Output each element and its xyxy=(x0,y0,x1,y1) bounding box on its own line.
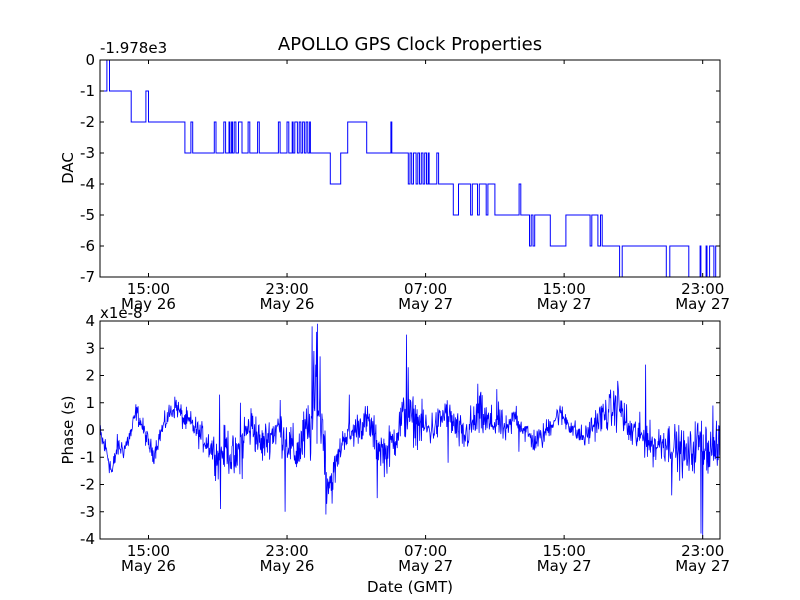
dac-xtick-time: 15:00 xyxy=(543,280,586,298)
dac-xtick-date: May 27 xyxy=(675,295,730,313)
dac-ytick-label: -4 xyxy=(80,175,95,193)
dac-xtick-time: 23:00 xyxy=(265,280,308,298)
dac-xtick-date: May 27 xyxy=(537,295,592,313)
phase-xtick-date: May 26 xyxy=(260,557,315,575)
phase-xtick-time: 15:00 xyxy=(127,542,170,560)
dac-series-line xyxy=(100,60,720,277)
dac-xtick-date: May 26 xyxy=(121,295,176,313)
dac-ytick-label: 0 xyxy=(85,51,95,69)
dac-ytick-label: -1 xyxy=(80,82,95,100)
dac-offset-label: -1.978e3 xyxy=(100,39,167,57)
phase-ytick-label: -4 xyxy=(80,530,95,548)
dac-xtick-time: 07:00 xyxy=(404,280,447,298)
dac-ylabel: DAC xyxy=(59,152,77,184)
phase-xtick-time: 07:00 xyxy=(404,542,447,560)
phase-xtick-date: May 27 xyxy=(675,557,730,575)
phase-series-line xyxy=(100,323,720,539)
phase-ytick-label: 1 xyxy=(85,394,95,412)
phase-ylabel: Phase (s) xyxy=(59,395,77,464)
dac-xtick-time: 15:00 xyxy=(127,280,170,298)
phase-ytick-label: 4 xyxy=(85,312,95,330)
x-axis-label: Date (GMT) xyxy=(367,578,453,596)
dac-xtick-time: 23:00 xyxy=(681,280,724,298)
dac-ytick-label: -7 xyxy=(80,268,95,286)
phase-ytick-label: -2 xyxy=(80,476,95,494)
phase-xtick-date: May 27 xyxy=(537,557,592,575)
dac-ytick-label: -2 xyxy=(80,113,95,131)
phase-xtick-time: 23:00 xyxy=(265,542,308,560)
dac-xtick-date: May 26 xyxy=(260,295,315,313)
phase-offset-label: x1e-8 xyxy=(100,304,143,322)
phase-xtick-date: May 26 xyxy=(121,557,176,575)
dac-xtick-date: May 27 xyxy=(398,295,453,313)
phase-xtick-time: 15:00 xyxy=(543,542,586,560)
dac-axes-frame xyxy=(99,59,721,278)
dac-ytick-label: -6 xyxy=(80,237,95,255)
phase-ytick-label: -1 xyxy=(80,448,95,466)
phase-ytick-label: 3 xyxy=(85,339,95,357)
phase-ytick-label: 2 xyxy=(85,367,95,385)
dac-ytick-label: -5 xyxy=(80,206,95,224)
dac-ytick-label: -3 xyxy=(80,144,95,162)
phase-xtick-time: 23:00 xyxy=(681,542,724,560)
phase-xtick-date: May 27 xyxy=(398,557,453,575)
chart-title: APOLLO GPS Clock Properties xyxy=(278,34,542,55)
phase-ytick-label: -3 xyxy=(80,503,95,521)
phase-ytick-label: 0 xyxy=(85,421,95,439)
